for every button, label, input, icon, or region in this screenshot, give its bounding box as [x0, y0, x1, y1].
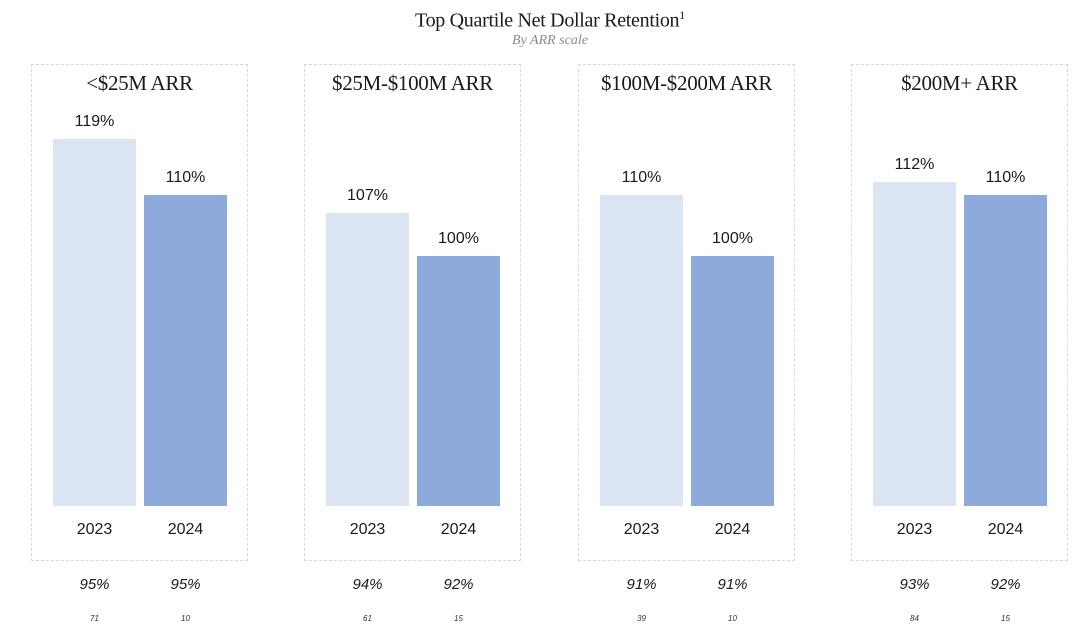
- bar-value-label: 100%: [438, 230, 479, 248]
- bar-value-label: 107%: [347, 187, 388, 205]
- sample-count: 15: [1001, 614, 1010, 623]
- x-tick-label: 2023: [896, 521, 933, 538]
- bar-value-label: 110%: [985, 168, 1026, 186]
- secondary-value: 92%: [990, 576, 1021, 593]
- bar-2023: [873, 182, 956, 506]
- bar-value-label: 110%: [621, 168, 662, 186]
- sample-count: 61: [363, 614, 372, 623]
- bar-2024: [964, 194, 1047, 506]
- secondary-value: 92%: [443, 576, 474, 593]
- x-tick-label: 2024: [714, 521, 751, 538]
- secondary-value: 93%: [899, 576, 930, 593]
- sample-count: 10: [181, 614, 190, 623]
- sample-count: 10: [728, 614, 737, 623]
- chart-panel: $200M+ ARR: [851, 64, 1068, 561]
- panel-title: $200M+ ARR: [901, 71, 1018, 95]
- bar-value-label: 119%: [74, 113, 115, 130]
- chart-subtitle: By ARR scale: [512, 33, 588, 48]
- sample-count: 84: [910, 614, 919, 623]
- x-tick-label: 2024: [440, 521, 477, 538]
- bar-2024: [417, 256, 500, 506]
- bar-value-label: 112%: [894, 156, 935, 174]
- secondary-value: 94%: [352, 576, 383, 593]
- x-tick-label: 2024: [167, 521, 204, 538]
- chart-title: Top Quartile Net Dollar Retention1: [415, 8, 685, 32]
- sample-count: 15: [454, 614, 463, 623]
- secondary-value: 95%: [170, 576, 201, 593]
- bar-2023: [600, 194, 683, 506]
- bar-2023: [53, 139, 136, 506]
- sample-count: 39: [637, 614, 646, 623]
- secondary-value: 95%: [79, 576, 110, 593]
- x-tick-label: 2024: [987, 521, 1024, 538]
- chart-panel: <$25M ARR: [31, 64, 248, 561]
- panel-title: $100M-$200M ARR: [600, 71, 773, 95]
- panel-title: <$25M ARR: [86, 71, 193, 95]
- bar-2024: [144, 194, 227, 506]
- panel-title: $25M-$100M ARR: [332, 71, 493, 95]
- secondary-value: 91%: [626, 576, 657, 593]
- bar-2024: [691, 256, 774, 506]
- x-tick-label: 2023: [349, 521, 386, 538]
- footnote-marker: 1: [679, 8, 685, 22]
- sample-count: 71: [90, 614, 99, 623]
- chart-panel: $25M-$100M ARR: [304, 64, 521, 561]
- bar-value-label: 100%: [712, 230, 753, 248]
- secondary-value: 91%: [717, 576, 748, 593]
- bar-2023: [326, 213, 409, 506]
- chart-panel: $100M-$200M ARR: [578, 64, 795, 561]
- x-tick-label: 2023: [623, 521, 660, 538]
- x-tick-label: 2023: [76, 521, 113, 538]
- bar-value-label: 110%: [165, 168, 206, 186]
